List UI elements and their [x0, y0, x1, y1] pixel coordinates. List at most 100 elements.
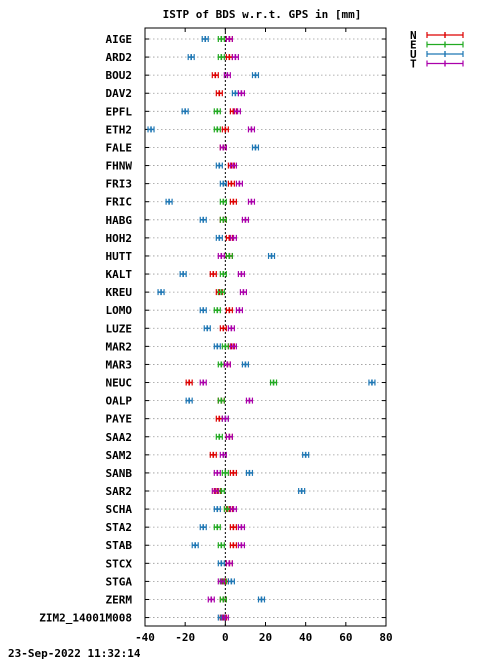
- x-tick-label: 0: [222, 631, 229, 644]
- point-n: [227, 180, 235, 187]
- point-u: [267, 252, 276, 259]
- point-t: [247, 126, 256, 133]
- point-u: [298, 488, 306, 494]
- point-n: [209, 451, 217, 458]
- station-label: BOU2: [106, 69, 133, 82]
- point-n: [229, 469, 237, 476]
- point-u: [165, 198, 173, 205]
- station-label: ZERM: [106, 593, 133, 606]
- point-e: [217, 54, 225, 61]
- station-label: SCHA: [106, 503, 133, 516]
- point-e: [217, 36, 225, 42]
- point-t: [213, 469, 221, 476]
- point-u: [213, 506, 221, 513]
- point-t: [225, 560, 233, 567]
- point-u: [203, 325, 211, 332]
- point-u: [199, 524, 207, 531]
- point-u: [368, 379, 376, 386]
- point-n: [229, 542, 237, 549]
- station-label: FRI3: [106, 178, 133, 191]
- point-n: [229, 198, 237, 205]
- point-u: [201, 36, 209, 42]
- point-e: [225, 252, 233, 259]
- point-e: [213, 108, 221, 115]
- station-label: HABG: [106, 214, 133, 227]
- point-e: [215, 433, 223, 440]
- point-u: [245, 469, 254, 476]
- point-t: [207, 596, 215, 603]
- station-label: SAA2: [106, 431, 133, 444]
- point-n: [185, 379, 193, 386]
- x-tick-label: 40: [299, 631, 312, 644]
- point-t: [217, 578, 225, 585]
- point-u: [199, 307, 207, 314]
- point-u: [147, 126, 155, 133]
- point-n: [215, 90, 223, 97]
- point-e: [217, 397, 225, 404]
- point-e: [213, 307, 221, 314]
- point-n: [219, 325, 227, 332]
- point-t: [237, 271, 245, 278]
- point-t: [235, 307, 243, 314]
- legend-label: T: [410, 58, 417, 71]
- point-u: [217, 560, 225, 567]
- station-label: EPFL: [106, 105, 133, 118]
- point-u: [215, 162, 223, 169]
- point-u: [215, 234, 223, 241]
- station-label: HUTT: [106, 250, 133, 263]
- plot-frame: [144, 27, 387, 627]
- point-t: [227, 325, 235, 332]
- station-label: STGA: [106, 575, 133, 588]
- point-t: [217, 252, 225, 259]
- x-tick-label: -40: [135, 631, 155, 644]
- timestamp: 23-Sep-2022 11:32:14: [8, 647, 141, 660]
- point-e: [213, 524, 221, 531]
- x-tick-label: -20: [175, 631, 195, 644]
- station-label: PAYE: [106, 413, 133, 426]
- point-e: [219, 216, 227, 223]
- station-label: STAB: [106, 539, 133, 552]
- point-u: [191, 542, 199, 549]
- legend-label: U: [410, 48, 417, 61]
- station-label: KALT: [106, 268, 133, 281]
- point-u: [257, 596, 266, 603]
- point-t: [245, 397, 254, 404]
- station-label: DAV2: [106, 87, 133, 100]
- point-t: [225, 36, 233, 42]
- point-t: [247, 198, 256, 205]
- point-u: [187, 54, 195, 61]
- point-t: [221, 614, 229, 621]
- legend-marker: [426, 41, 464, 48]
- point-e: [219, 198, 227, 205]
- station-label: MAR2: [106, 340, 133, 353]
- point-n: [225, 54, 233, 61]
- station-label: NEUC: [106, 377, 133, 390]
- point-u: [157, 289, 165, 296]
- station-label: STA2: [106, 521, 133, 534]
- point-n: [225, 307, 233, 314]
- point-t: [199, 379, 207, 386]
- point-t: [229, 234, 237, 241]
- point-u: [219, 180, 227, 187]
- point-u: [227, 578, 235, 585]
- legend-label: N: [410, 29, 417, 42]
- point-t: [225, 433, 233, 440]
- point-t: [237, 542, 245, 549]
- point-u: [213, 343, 221, 350]
- station-label: SAR2: [106, 485, 133, 498]
- station-label: ARD2: [106, 51, 133, 64]
- x-tick-label: 60: [339, 631, 352, 644]
- point-e: [217, 289, 225, 296]
- point-u: [179, 271, 187, 278]
- point-u: [181, 108, 189, 115]
- point-t: [219, 144, 227, 151]
- point-t: [241, 216, 250, 223]
- legend-marker: [426, 60, 464, 67]
- chart-title: ISTP of BDS w.r.t. GPS in [mm]: [163, 8, 362, 21]
- point-e: [269, 379, 278, 386]
- station-label: ETH2: [106, 123, 133, 136]
- point-e: [217, 361, 225, 368]
- station-label: MAR3: [106, 358, 133, 371]
